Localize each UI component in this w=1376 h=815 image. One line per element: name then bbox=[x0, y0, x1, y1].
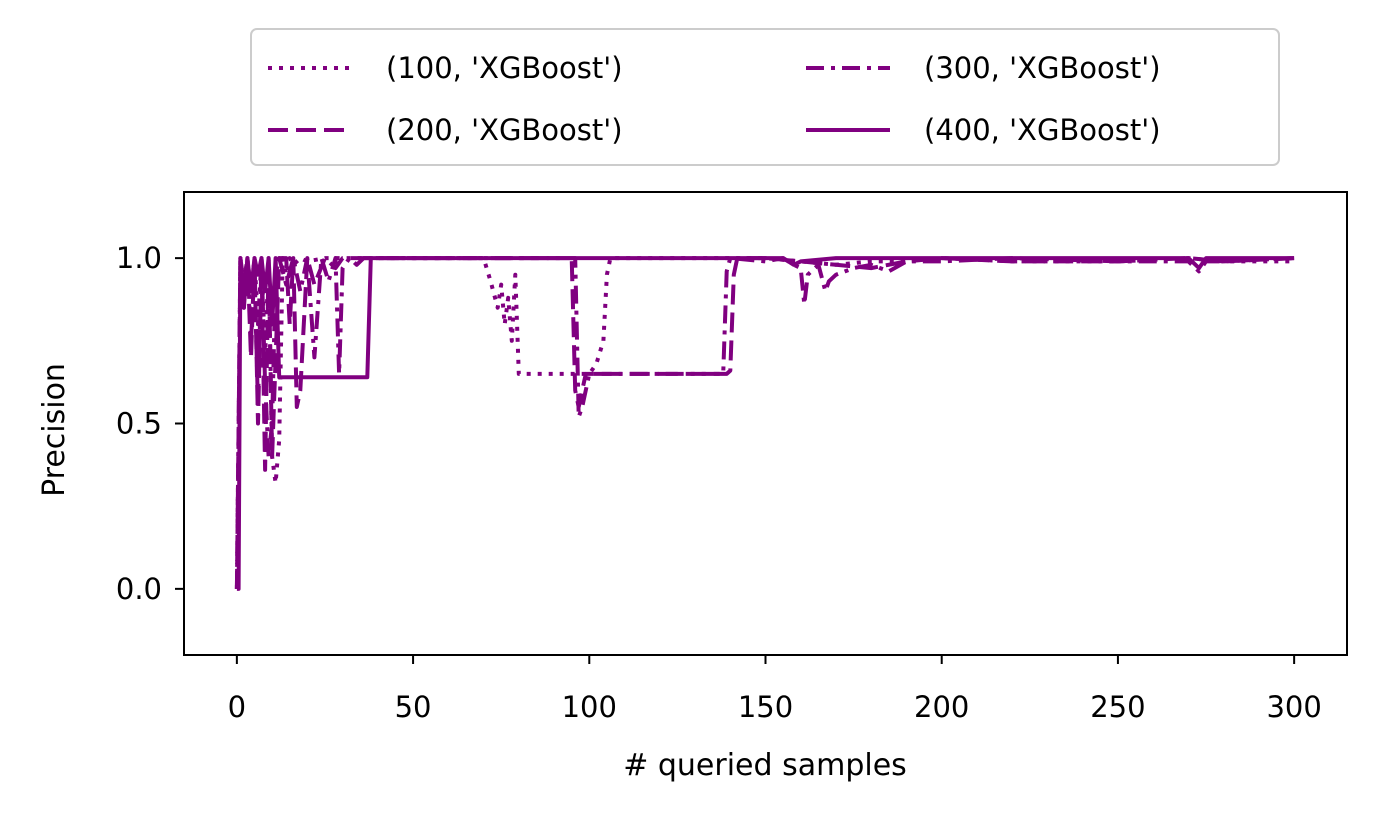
y-tick-label: 1.0 bbox=[116, 241, 162, 275]
x-tick-label: 100 bbox=[562, 690, 617, 724]
x-tick-label: 300 bbox=[1266, 690, 1321, 724]
series-line-4 bbox=[236, 256, 1295, 591]
x-tick-label: 200 bbox=[914, 690, 969, 724]
y-axis: 0.0 0.5 1.0 bbox=[116, 241, 184, 606]
legend-label-2: (200, 'XGBoost') bbox=[386, 113, 623, 147]
x-axis: 0 50 100 150 200 250 300 bbox=[228, 655, 1322, 724]
legend-label-4: (400, 'XGBoost') bbox=[924, 113, 1161, 147]
legend-label-3: (300, 'XGBoost') bbox=[924, 51, 1161, 85]
y-tick-label: 0.0 bbox=[116, 572, 162, 606]
x-tick-label: 250 bbox=[1090, 690, 1145, 724]
x-tick-label: 150 bbox=[738, 690, 793, 724]
series-line-3 bbox=[234, 256, 1295, 589]
x-tick-label: 0 bbox=[228, 690, 246, 724]
x-axis-title: # queried samples bbox=[623, 748, 907, 783]
legend-box bbox=[250, 28, 1280, 166]
y-tick-label: 0.5 bbox=[116, 407, 162, 441]
y-axis-title: Precision bbox=[37, 363, 72, 497]
legend-label-1: (100, 'XGBoost') bbox=[386, 51, 623, 85]
series-layer bbox=[234, 256, 1295, 591]
legend: (100, 'XGBoost') (200, 'XGBoost') (300, 'X… bbox=[250, 28, 1280, 166]
x-tick-label: 50 bbox=[395, 690, 432, 724]
